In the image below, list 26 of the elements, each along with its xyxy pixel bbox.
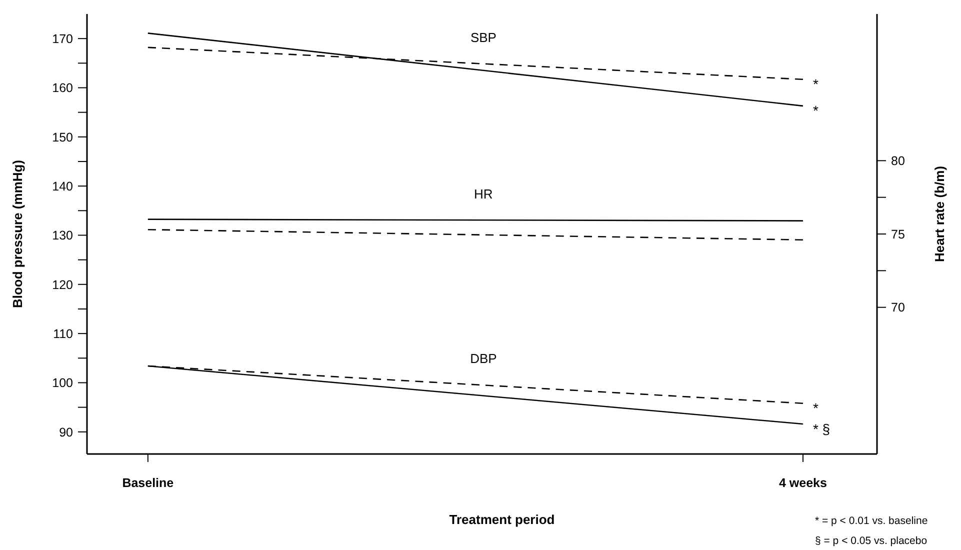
y-tick-label: 160 — [52, 81, 74, 96]
annotation: SBP — [470, 30, 496, 45]
x-tick-label: 4 weeks — [778, 476, 827, 490]
y-axis-title: Blood pressure (mmHg) — [10, 160, 25, 308]
annotation: * — [812, 76, 819, 92]
annotation: * — [812, 102, 819, 119]
annotation: DBP — [470, 351, 497, 366]
annotation: * — [812, 400, 819, 416]
y2-tick-label: 70 — [891, 300, 905, 315]
y-tick-label: 140 — [52, 179, 74, 194]
text: § = p < 0.05 vs. placebo — [815, 535, 928, 547]
y-tick-label: 90 — [59, 425, 74, 440]
y-tick-label: 150 — [52, 130, 74, 144]
y-tick-label: 110 — [53, 326, 74, 341]
y-tick-label: 130 — [52, 228, 74, 243]
y2-tick-label: 80 — [891, 154, 905, 168]
y2-axis-title: Heart rate (b/m) — [932, 166, 947, 262]
x-tick-label: Baseline — [122, 476, 174, 490]
annotation: HR — [474, 186, 493, 202]
x-axis-title: Treatment period — [449, 512, 555, 527]
y-tick-label: 100 — [52, 376, 74, 390]
text: * = p < 0.01 vs. baseline — [815, 515, 928, 527]
annotation: * § — [812, 420, 830, 437]
y-tick-label: 170 — [52, 32, 74, 46]
y-tick-label: 120 — [52, 278, 74, 292]
y2-tick-label: 75 — [891, 227, 905, 242]
